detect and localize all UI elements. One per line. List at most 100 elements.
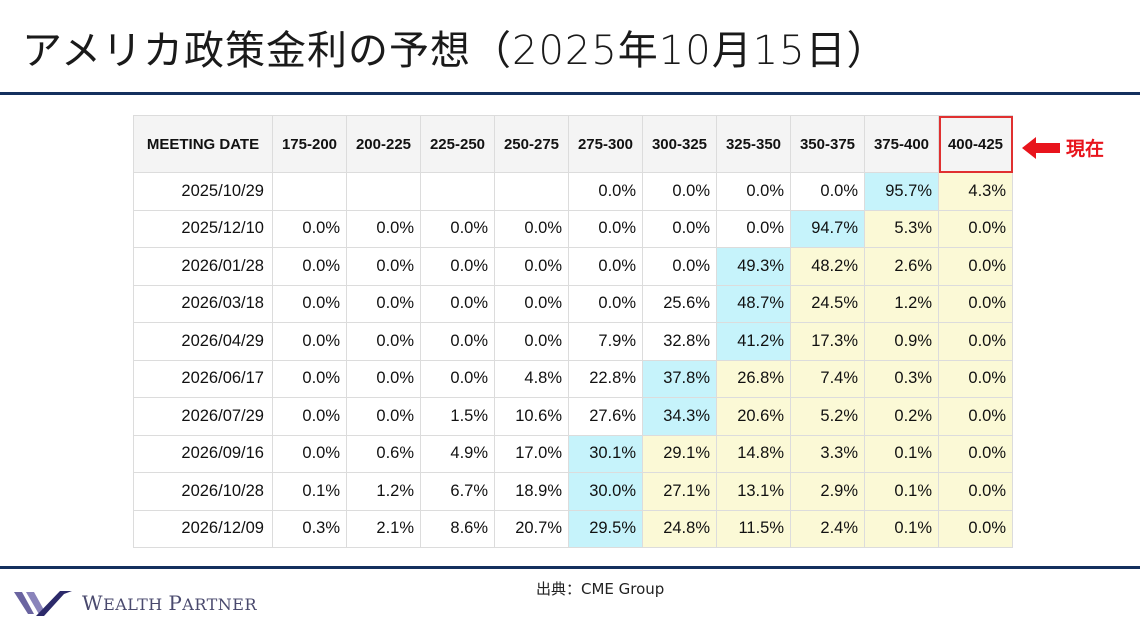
- header-range: 375-400: [864, 115, 939, 173]
- current-label: 現在: [1066, 138, 1105, 160]
- page-title: アメリカ政策金利の予想（2025年10月15日）: [22, 28, 888, 74]
- probability-cell: 48.7%: [716, 284, 791, 323]
- header-range: 175-200: [272, 115, 347, 173]
- header-range: 200-225: [346, 115, 421, 173]
- probability-cell: 29.1%: [642, 434, 717, 473]
- probability-cell: 0.0%: [420, 284, 495, 323]
- probability-cell: 11.5%: [716, 509, 791, 548]
- probability-cell: 1.2%: [346, 472, 421, 511]
- probability-cell: 0.0%: [938, 434, 1013, 473]
- meeting-date-cell: 2026/12/09: [133, 509, 273, 548]
- probability-cell: 1.5%: [420, 397, 495, 436]
- meeting-date-cell: 2026/10/28: [133, 472, 273, 511]
- rate-probability-table: MEETING DATE 175-200 200-225 225-250 250-27…: [133, 115, 1013, 548]
- probability-cell: 0.0%: [642, 172, 717, 211]
- probability-cell: [494, 172, 569, 211]
- probability-cell: 7.9%: [568, 322, 643, 361]
- probability-cell: 0.1%: [864, 509, 939, 548]
- probability-cell: 0.0%: [346, 247, 421, 286]
- probability-cell: 27.6%: [568, 397, 643, 436]
- probability-cell: 0.0%: [568, 284, 643, 323]
- probability-cell: 0.1%: [864, 472, 939, 511]
- probability-cell: 0.0%: [938, 509, 1013, 548]
- probability-cell: 0.0%: [938, 359, 1013, 398]
- probability-cell: 0.0%: [938, 322, 1013, 361]
- probability-cell: 0.0%: [716, 209, 791, 248]
- table-row: 2025/10/29 0.0% 0.0% 0.0% 0.0% 95.7% 4.3%: [133, 172, 1013, 211]
- wealth-partner-logo: WEALTH PARTNER: [14, 588, 257, 618]
- probability-cell: 2.9%: [790, 472, 865, 511]
- probability-cell: 32.8%: [642, 322, 717, 361]
- table-row: 2026/07/29 0.0% 0.0% 1.5% 10.6% 27.6% 34.3% 20.…: [133, 397, 1013, 436]
- probability-cell: 24.8%: [642, 509, 717, 548]
- probability-cell: 0.0%: [272, 397, 347, 436]
- probability-cell: 30.0%: [568, 472, 643, 511]
- meeting-date-cell: 2026/01/28: [133, 247, 273, 286]
- probability-cell: 1.2%: [864, 284, 939, 323]
- logo-text: WEALTH PARTNER: [82, 591, 258, 615]
- probability-cell: 0.9%: [864, 322, 939, 361]
- table-row: 2026/01/28 0.0% 0.0% 0.0% 0.0% 0.0% 0.0% 49.3% 4…: [133, 247, 1013, 286]
- table-row: 2026/09/16 0.0% 0.6% 4.9% 17.0% 30.1% 29.1% 14.…: [133, 434, 1013, 473]
- probability-cell: 0.0%: [568, 209, 643, 248]
- probability-cell: 2.4%: [790, 509, 865, 548]
- probability-cell: [420, 172, 495, 211]
- probability-cell: 29.5%: [568, 509, 643, 548]
- probability-cell: 25.6%: [642, 284, 717, 323]
- header-range: 275-300: [568, 115, 643, 173]
- probability-cell: 0.6%: [346, 434, 421, 473]
- probability-cell: 0.0%: [272, 434, 347, 473]
- table-row: 2026/06/17 0.0% 0.0% 0.0% 4.8% 22.8% 37.8% 26.8…: [133, 359, 1013, 398]
- table-header-row: MEETING DATE 175-200 200-225 225-250 250-27…: [133, 115, 1013, 173]
- probability-cell: 0.0%: [346, 322, 421, 361]
- logo-mark-icon: [14, 591, 72, 616]
- probability-cell: 27.1%: [642, 472, 717, 511]
- probability-cell: 0.0%: [346, 359, 421, 398]
- probability-cell: 0.0%: [494, 322, 569, 361]
- header-range: 225-250: [420, 115, 495, 173]
- probability-cell: 0.0%: [938, 284, 1013, 323]
- probability-cell: 3.3%: [790, 434, 865, 473]
- probability-cell: 0.0%: [272, 247, 347, 286]
- probability-cell: 0.0%: [494, 247, 569, 286]
- table-row: 2026/03/18 0.0% 0.0% 0.0% 0.0% 0.0% 25.6% 48.7%…: [133, 284, 1013, 323]
- probability-cell: 0.0%: [642, 209, 717, 248]
- table-row: 2026/12/09 0.3% 2.1% 8.6% 20.7% 29.5% 24.8% 11.…: [133, 509, 1013, 548]
- probability-cell: 20.7%: [494, 509, 569, 548]
- probability-cell: 0.0%: [716, 172, 791, 211]
- probability-cell: 34.3%: [642, 397, 717, 436]
- probability-cell: 14.8%: [716, 434, 791, 473]
- probability-cell: 4.8%: [494, 359, 569, 398]
- probability-cell: 0.0%: [938, 247, 1013, 286]
- header-range-current: 400-425: [938, 115, 1013, 173]
- meeting-date-cell: 2026/03/18: [133, 284, 273, 323]
- probability-cell: 4.3%: [938, 172, 1013, 211]
- probability-cell: 0.0%: [938, 209, 1013, 248]
- header-range: 300-325: [642, 115, 717, 173]
- probability-cell: 2.6%: [864, 247, 939, 286]
- probability-cell: 0.0%: [420, 322, 495, 361]
- probability-cell: 95.7%: [864, 172, 939, 211]
- probability-cell: 20.6%: [716, 397, 791, 436]
- probability-cell: 13.1%: [716, 472, 791, 511]
- title-divider: [0, 92, 1140, 95]
- probability-cell: 30.1%: [568, 434, 643, 473]
- probability-cell: 0.3%: [864, 359, 939, 398]
- table-row: 2026/04/29 0.0% 0.0% 0.0% 0.0% 7.9% 32.8% 41.2%…: [133, 322, 1013, 361]
- probability-cell: 0.1%: [864, 434, 939, 473]
- probability-cell: 17.3%: [790, 322, 865, 361]
- meeting-date-cell: 2026/07/29: [133, 397, 273, 436]
- probability-cell: 6.7%: [420, 472, 495, 511]
- probability-cell: 0.0%: [642, 247, 717, 286]
- probability-cell: 0.0%: [272, 209, 347, 248]
- header-range: 250-275: [494, 115, 569, 173]
- probability-cell: 26.8%: [716, 359, 791, 398]
- probability-cell: 0.0%: [568, 247, 643, 286]
- probability-cell: 0.0%: [938, 397, 1013, 436]
- probability-cell: 0.0%: [568, 172, 643, 211]
- probability-cell: [346, 172, 421, 211]
- probability-cell: 0.0%: [346, 397, 421, 436]
- header-range: 350-375: [790, 115, 865, 173]
- probability-cell: 0.0%: [272, 284, 347, 323]
- probability-cell: 0.0%: [420, 247, 495, 286]
